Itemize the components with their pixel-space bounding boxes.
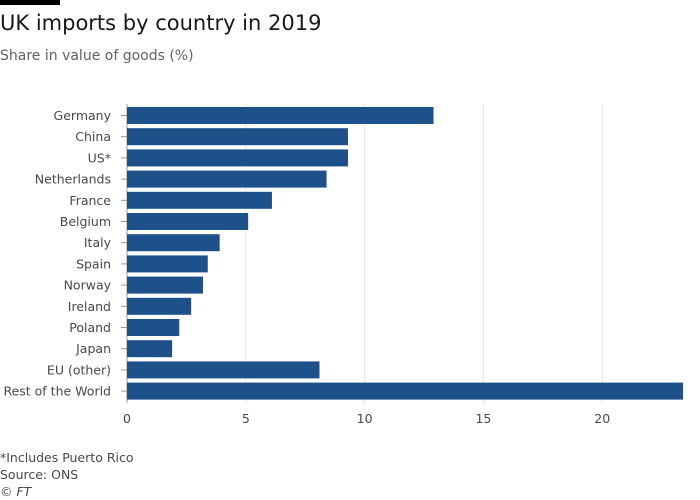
x-tick-label: 20 [594, 411, 610, 426]
footnote: *Includes Puerto Rico [0, 450, 134, 465]
x-tick-label: 10 [357, 411, 373, 426]
bar-netherlands [127, 170, 327, 188]
bar-spain [127, 255, 208, 273]
bar-eu-other [127, 361, 320, 379]
bar-china [127, 128, 348, 146]
category-label: Poland [69, 320, 111, 335]
chart-title: UK imports by country in 2019 [0, 11, 322, 35]
bar-poland [127, 319, 180, 336]
category-label: Rest of the World [3, 384, 111, 399]
ft-top-rule [0, 0, 60, 5]
bars [127, 107, 683, 400]
copyright: © FT [0, 484, 32, 499]
bar-belgium [127, 213, 249, 230]
bar-us [127, 149, 348, 167]
x-tick-label: 5 [242, 411, 250, 426]
category-label: Germany [54, 108, 112, 123]
category-label: Japan [75, 341, 111, 356]
bar-norway [127, 276, 204, 294]
category-label: EU (other) [47, 362, 111, 377]
x-tick-label: 0 [123, 411, 131, 426]
category-label: Norway [64, 278, 112, 293]
chart-subtitle: Share in value of goods (%) [0, 48, 194, 64]
x-tick-label: 15 [475, 411, 491, 426]
bar-ireland [127, 297, 192, 315]
category-label: Belgium [60, 214, 111, 229]
category-label: France [69, 193, 111, 208]
bar-chart: Germany China US* Netherlands France Belgium I… [3, 104, 683, 426]
bar-germany [127, 107, 434, 124]
bar-japan [127, 340, 173, 358]
category-label: US* [88, 150, 111, 165]
x-tick-labels: 0 5 10 15 20 [123, 411, 610, 426]
bar-rest-of-the-world [127, 382, 683, 400]
bar-france [127, 191, 272, 209]
source-note: Source: ONS [0, 467, 79, 482]
gridlines [121, 104, 603, 403]
category-label: China [75, 129, 111, 144]
category-label: Netherlands [35, 172, 111, 187]
category-label: Spain [76, 256, 111, 271]
category-labels: Germany China US* Netherlands France Belgium I… [3, 108, 111, 399]
category-label: Italy [84, 235, 112, 250]
category-label: Ireland [68, 299, 111, 314]
bar-italy [127, 234, 220, 252]
